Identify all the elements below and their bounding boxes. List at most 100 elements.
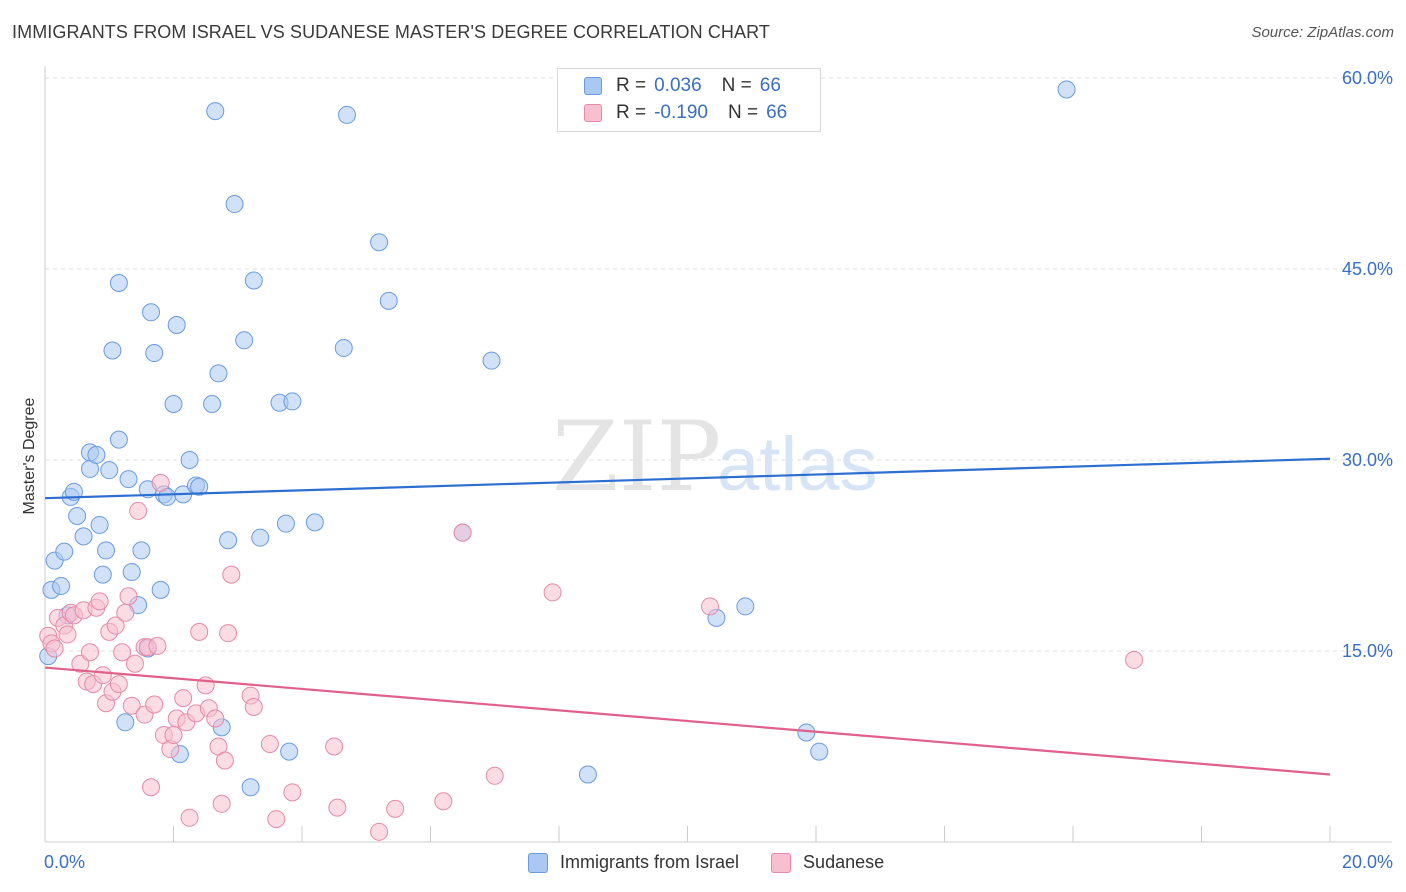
point-sudanese <box>215 751 234 770</box>
point-israel <box>235 331 254 350</box>
point-israel <box>180 451 199 469</box>
trend-line-israel <box>44 457 1331 500</box>
series-legend: Immigrants from Israel Sudanese <box>528 852 916 873</box>
point-sudanese <box>260 734 279 753</box>
point-sudanese <box>116 603 135 622</box>
point-sudanese <box>219 624 238 643</box>
point-sudanese <box>151 473 170 492</box>
point-israel <box>145 344 164 363</box>
point-israel <box>132 541 151 560</box>
legend-n-value: 66 <box>766 102 788 123</box>
point-sudanese <box>1125 650 1144 669</box>
legend-row-israel: R = 0.036 N = 66 <box>584 73 781 99</box>
legend-swatch-sudanese <box>584 104 602 122</box>
point-israel <box>206 102 225 121</box>
point-israel <box>225 195 244 214</box>
y-axis-title: Master's Degree <box>21 397 38 514</box>
point-israel <box>241 778 260 797</box>
point-israel <box>167 316 186 335</box>
point-sudanese <box>244 698 263 717</box>
point-sudanese <box>370 822 389 841</box>
point-israel <box>122 563 141 582</box>
point-sudanese <box>106 616 125 635</box>
point-israel <box>209 364 228 383</box>
point-israel <box>482 351 501 370</box>
grid <box>45 77 1392 652</box>
x-tick-label-min: 0.0% <box>44 852 85 872</box>
watermark-zip: ZIP <box>552 401 721 513</box>
legend-n-label: N = <box>727 102 759 123</box>
axes <box>44 66 1392 843</box>
point-israel <box>109 430 128 449</box>
point-sudanese <box>71 654 90 673</box>
chart-title: IMMIGRANTS FROM ISRAEL VS SUDANESE MASTE… <box>12 22 771 42</box>
point-israel <box>379 291 398 310</box>
data-points <box>39 80 1144 841</box>
point-israel <box>100 461 119 480</box>
series-label-sudanese: Sudanese <box>803 852 885 872</box>
series-legend-israel[interactable]: Immigrants from Israel <box>528 852 739 873</box>
point-sudanese <box>113 643 132 662</box>
source-label: Source: ZipAtlas.com <box>1251 24 1394 41</box>
point-israel <box>370 233 389 252</box>
point-israel <box>219 531 238 550</box>
point-israel <box>736 597 755 616</box>
legend-r-label: R = <box>616 102 647 123</box>
series-legend-sudanese[interactable]: Sudanese <box>771 852 884 873</box>
y-tick-label: 45.0% <box>1342 259 1393 279</box>
point-sudanese <box>58 625 77 644</box>
point-sudanese <box>485 766 504 785</box>
point-sudanese <box>80 643 99 662</box>
point-israel <box>87 445 106 464</box>
point-israel <box>251 528 270 547</box>
point-sudanese <box>142 778 161 797</box>
point-israel <box>334 338 353 357</box>
y-tick-label: 15.0% <box>1342 641 1393 661</box>
point-sudanese <box>267 810 286 829</box>
y-tick-label: 60.0% <box>1342 68 1393 88</box>
point-sudanese <box>145 695 164 714</box>
point-sudanese <box>90 592 109 611</box>
point-israel <box>164 394 183 413</box>
point-sudanese <box>434 792 453 811</box>
point-israel <box>90 515 109 534</box>
point-sudanese <box>122 696 141 715</box>
point-sudanese <box>125 654 144 673</box>
point-israel <box>68 507 87 526</box>
point-israel <box>119 470 138 489</box>
correlation-legend: R = 0.036 N = 66 R = -0.190 N = 66 <box>557 68 821 132</box>
point-sudanese <box>45 639 64 658</box>
legend-row-sudanese: R = -0.190 N = 66 <box>584 100 787 126</box>
legend-n-label: N = <box>721 75 752 96</box>
point-israel <box>337 105 356 124</box>
point-sudanese <box>174 689 193 708</box>
point-sudanese <box>543 583 562 602</box>
point-sudanese <box>325 737 344 756</box>
series-swatch-sudanese <box>771 852 792 873</box>
point-sudanese <box>283 783 302 802</box>
point-israel <box>203 394 222 413</box>
tick-labels: 15.0% 30.0% 45.0% 60.0% 0.0% 20.0% <box>44 68 1393 872</box>
series-swatch-israel <box>528 852 548 873</box>
legend-r-value: -0.190 <box>654 102 708 123</box>
point-israel <box>116 713 135 732</box>
point-sudanese <box>119 587 138 606</box>
series-label-israel: Immigrants from Israel <box>560 852 740 872</box>
point-israel <box>1057 80 1076 99</box>
legend-swatch-israel <box>584 77 602 95</box>
point-israel <box>151 580 170 599</box>
point-sudanese <box>148 636 167 655</box>
point-israel <box>55 542 74 561</box>
point-sudanese <box>190 622 209 641</box>
point-israel <box>103 341 122 360</box>
point-sudanese <box>180 808 199 827</box>
point-israel <box>810 742 829 761</box>
x-tick-label-max: 20.0% <box>1342 852 1393 872</box>
legend-r-label: R = <box>616 75 647 96</box>
point-israel <box>52 577 71 596</box>
point-sudanese <box>700 597 719 616</box>
point-sudanese <box>206 709 225 728</box>
trend-line-sudanese <box>44 666 1331 776</box>
point-israel <box>109 274 128 293</box>
